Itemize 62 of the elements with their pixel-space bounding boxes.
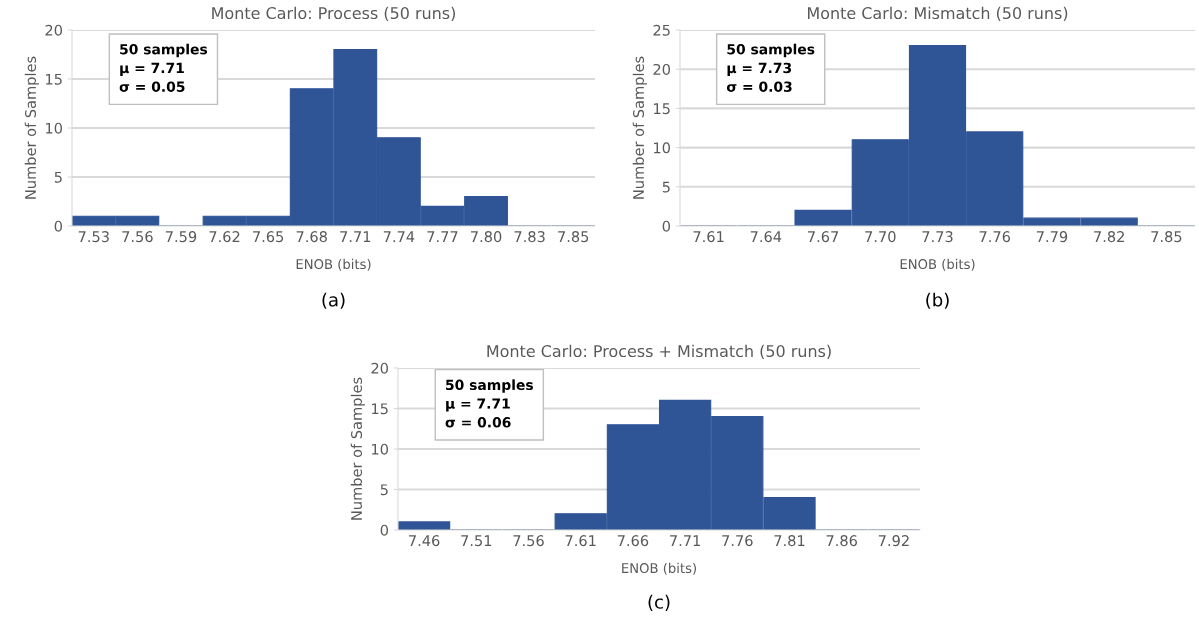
- x-tick-label: 7.82: [1094, 231, 1124, 243]
- y-tick-label: 15: [46, 73, 62, 85]
- text: (b): [926, 292, 949, 309]
- x-tick-label: 7.80: [471, 231, 502, 243]
- y-tick-label: 20: [653, 63, 670, 75]
- y-tick-label: 0: [380, 524, 388, 536]
- annotation: 50 samples μ = 7.73 σ = 0.03: [726, 43, 815, 92]
- x-tick-label: 7.56: [122, 231, 153, 243]
- y-axis-title: Number of Samples: [350, 377, 365, 520]
- x-tick-label: 7.71: [670, 535, 700, 546]
- x-tick-label: 7.70: [865, 231, 896, 243]
- y-tick-label: 10: [372, 443, 388, 455]
- y-tick-label: 10: [654, 142, 670, 154]
- x-axis-title: ENOB (bits): [622, 562, 696, 575]
- x-tick-label: 7.64: [750, 231, 782, 243]
- y-tick-label: 0: [662, 220, 670, 232]
- y-tick-label: 5: [380, 484, 388, 496]
- y-tick-label: 0: [54, 220, 62, 232]
- y-tick-label: 5: [54, 171, 62, 183]
- annotation: 50 samples μ = 7.71 σ = 0.05: [119, 43, 208, 92]
- text: (a): [322, 292, 345, 309]
- x-tick-label: 7.76: [722, 535, 753, 547]
- x-tick-label: 7.79: [1036, 231, 1068, 243]
- x-tick-label: 7.51: [461, 535, 492, 547]
- annotation: 50 samples μ = 7.71 σ = 0.06: [445, 379, 533, 428]
- x-tick-label: 7.73: [922, 231, 953, 243]
- x-tick-label: 7.61: [565, 535, 596, 547]
- x-tick-label: 7.68: [296, 231, 327, 243]
- chart-title: Monte Carlo: Mismatch (50 runs): [808, 6, 1068, 21]
- x-tick-label: 7.77: [427, 231, 458, 242]
- x-tick-label: 7.56: [513, 535, 544, 547]
- y-tick-label: 10: [46, 122, 62, 134]
- x-tick-label: 7.62: [209, 231, 240, 243]
- y-tick-label: 15: [654, 103, 670, 115]
- x-tick-label: 7.66: [617, 535, 649, 547]
- x-tick-label: 7.53: [78, 231, 109, 243]
- y-tick-label: 20: [371, 362, 388, 374]
- x-tick-label: 7.81: [774, 535, 805, 547]
- x-tick-label: 7.83: [514, 231, 545, 243]
- y-axis-title: Number of Samples: [24, 56, 39, 199]
- chart-title: Monte Carlo: Process + Mismatch (50 runs): [487, 344, 831, 359]
- x-tick-label: 7.74: [383, 231, 415, 242]
- x-axis-title: ENOB (bits): [296, 258, 371, 271]
- x-tick-label: 7.85: [558, 231, 589, 243]
- x-tick-label: 7.61: [693, 231, 724, 243]
- x-tick-label: 7.86: [826, 535, 858, 547]
- chart-title: Monte Carlo: Process (50 runs): [212, 6, 455, 21]
- text: (c): [648, 594, 670, 611]
- x-tick-label: 7.85: [1151, 231, 1182, 243]
- x-tick-label: 7.59: [165, 231, 197, 243]
- y-tick-label: 15: [372, 403, 388, 415]
- x-tick-label: 7.76: [979, 231, 1011, 243]
- y-tick-label: 25: [653, 24, 670, 36]
- x-tick-label: 7.92: [878, 535, 909, 547]
- y-axis-title: Number of Samples: [632, 56, 647, 199]
- x-axis-title: ENOB (bits): [900, 258, 975, 271]
- x-tick-label: 7.67: [808, 231, 839, 243]
- x-tick-label: 7.65: [253, 231, 284, 243]
- x-tick-label: 7.71: [340, 231, 371, 242]
- y-tick-label: 20: [45, 24, 62, 36]
- y-tick-label: 5: [662, 181, 670, 193]
- x-tick-label: 7.46: [409, 535, 440, 547]
